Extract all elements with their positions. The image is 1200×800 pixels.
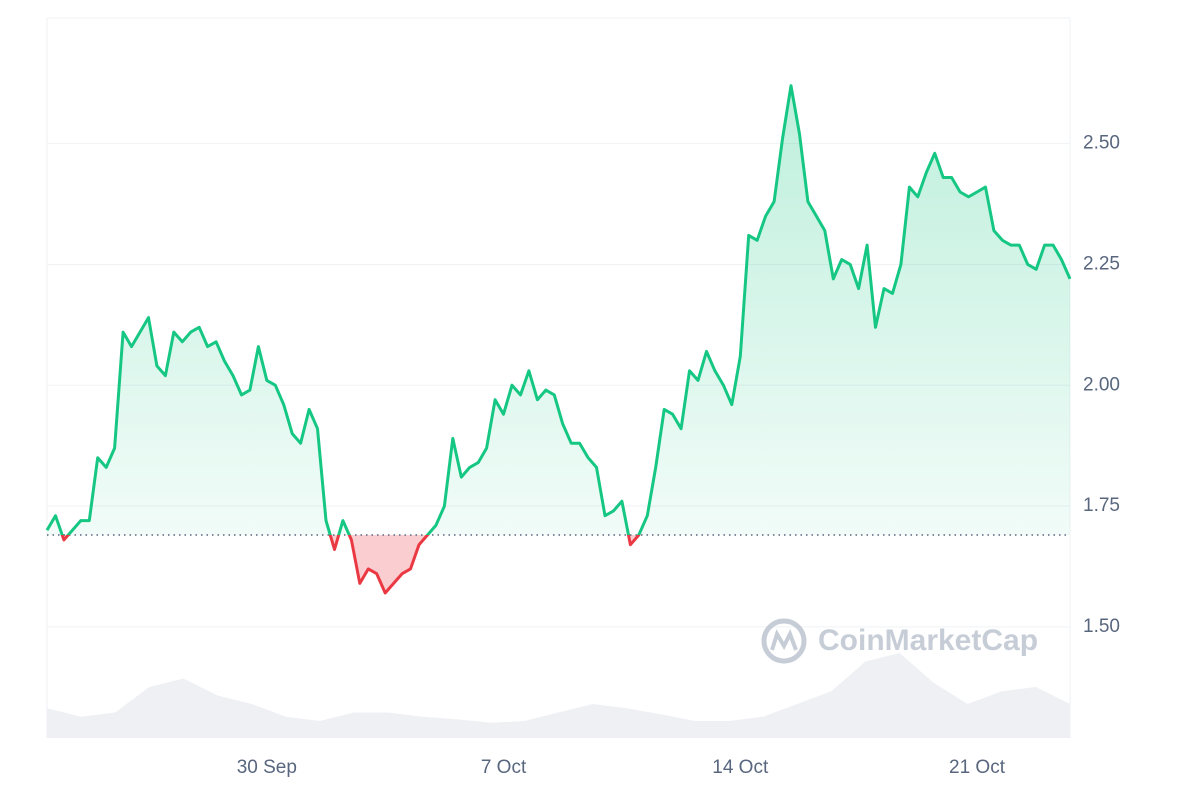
x-tick-label: 7 Oct (481, 757, 527, 778)
watermark-logo-mark (770, 629, 798, 651)
y-tick-label: 1.75 (1083, 495, 1120, 516)
x-tick-label: 14 Oct (712, 757, 769, 778)
y-tick-label: 2.25 (1083, 253, 1120, 274)
area-up (47, 85, 1070, 536)
volume-layer (47, 653, 1070, 738)
x-tick-label: 21 Oct (949, 757, 1006, 778)
y-tick-label: 2.50 (1083, 133, 1120, 154)
watermark-text: CoinMarketCap (818, 624, 1038, 657)
price-line-up (45, 84, 1072, 536)
x-tick-label: 30 Sep (237, 757, 297, 778)
watermark: CoinMarketCap (761, 618, 1038, 664)
plot (45, 84, 1072, 595)
volume-area (47, 653, 1070, 738)
watermark-logo (761, 618, 807, 664)
axes: 1.50 1.75 2.00 2.25 2.50 30 Sep 7 Oct 14 Oct 21 … (237, 133, 1120, 778)
y-tick-label: 1.50 (1083, 616, 1120, 637)
y-tick-label: 2.00 (1083, 374, 1120, 395)
